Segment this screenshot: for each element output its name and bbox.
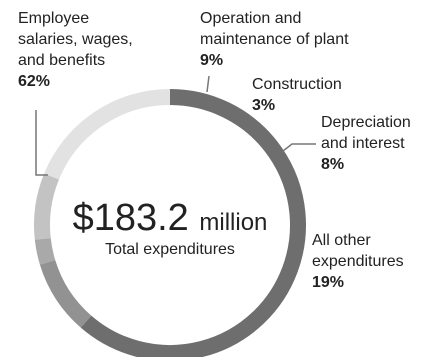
slice-percent: 8%	[321, 156, 345, 173]
slice-percent: 19%	[312, 274, 345, 291]
total-amount: $183.2	[72, 197, 189, 239]
slice-percent: 9%	[200, 52, 224, 69]
slice-name: Operation and maintenance of plant	[200, 10, 349, 48]
leader-lines	[35, 75, 316, 176]
slice-label-other: All other expenditures 19%	[312, 230, 404, 293]
slice-label-construction: Construction 3%	[252, 74, 342, 116]
total-expenditure-value: $183.2 million	[40, 196, 300, 245]
donut-slice-2	[34, 237, 56, 265]
slice-name: Employee salaries, wages, and benefits	[18, 10, 133, 69]
slice-name: All other expenditures	[312, 232, 404, 270]
slice-percent: 3%	[252, 97, 276, 114]
leader-line-operation	[206, 75, 210, 93]
donut-slice-3	[34, 173, 60, 240]
slice-label-operation: Operation and maintenance of plant 9%	[200, 8, 349, 71]
donut-slices	[34, 89, 306, 357]
donut-slice-4	[44, 89, 171, 180]
leader-line-employee	[35, 110, 48, 176]
slice-label-depreciation: Depreciation and interest 8%	[321, 112, 411, 175]
total-expenditure-label: Total expenditures	[105, 241, 235, 258]
slice-percent: 62%	[18, 73, 51, 90]
total-unit: million	[199, 209, 268, 236]
donut-slice-0	[80, 89, 306, 357]
donut-slice-1	[39, 259, 92, 328]
slice-label-employee: Employee salaries, wages, and benefits 6…	[18, 8, 133, 92]
leader-line-depreciation	[282, 143, 316, 152]
slice-name: Depreciation and interest	[321, 114, 411, 152]
slice-name: Construction	[252, 76, 342, 93]
